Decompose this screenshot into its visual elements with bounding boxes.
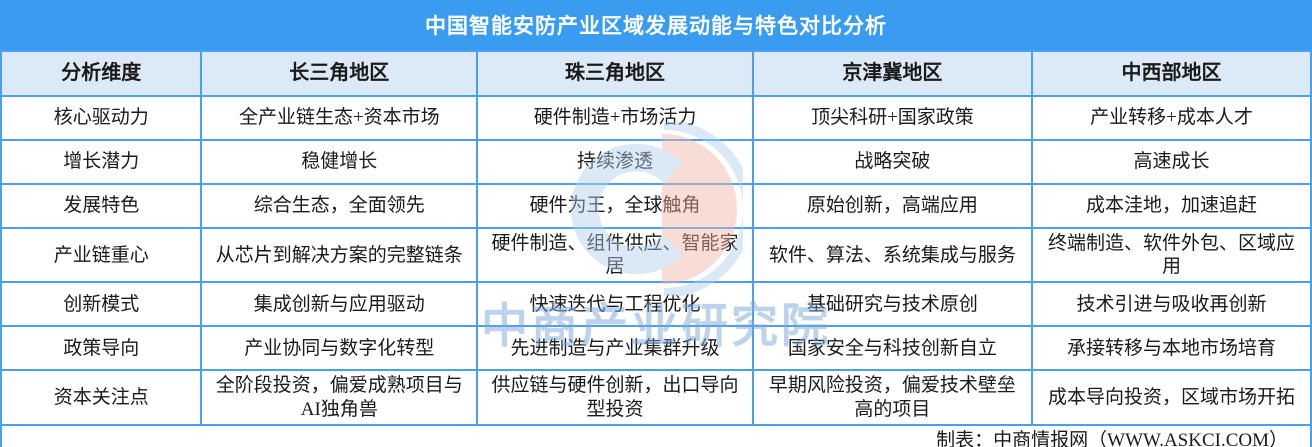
table-row: 产业链重心 从芯片到解决方案的完整链条 硬件制造、组件供应、智能家居 软件、算法… bbox=[0, 226, 1312, 284]
cell-yangtze: 产业协同与数字化转型 bbox=[200, 325, 479, 372]
cell-jingjinji: 原始创新，高端应用 bbox=[751, 183, 1033, 229]
row-dimension-label: 核心驱动力 bbox=[0, 95, 203, 141]
cell-midwest: 终端制造、软件外包、区域应用 bbox=[1030, 226, 1312, 284]
cell-yangtze: 集成创新与应用驱动 bbox=[200, 281, 479, 328]
cell-jingjinji: 国家安全与科技创新自立 bbox=[751, 325, 1033, 372]
cell-jingjinji: 战略突破 bbox=[751, 139, 1033, 185]
header-row: 分析维度 长三角地区 珠三角地区 京津冀地区 中西部地区 bbox=[0, 50, 1312, 97]
column-header-yangtze: 长三角地区 bbox=[200, 50, 479, 97]
cell-pearl: 快速迭代与工程优化 bbox=[476, 281, 754, 328]
credit-text: 制表：中商情报网（WWW.ASKCI.COM） bbox=[936, 430, 1288, 447]
cell-yangtze: 稳健增长 bbox=[200, 139, 479, 185]
row-dimension-label: 政策导向 bbox=[0, 325, 203, 372]
cell-pearl: 持续渗透 bbox=[476, 139, 754, 185]
table-body: 核心驱动力 全产业链生态+资本市场 硬件制造+市场活力 顶尖科研+国家政策 产业… bbox=[0, 95, 1312, 426]
table-row: 政策导向 产业协同与数字化转型 先进制造与产业集群升级 国家安全与科技创新自立 … bbox=[0, 325, 1312, 372]
column-header-midwest: 中西部地区 bbox=[1030, 50, 1312, 97]
cell-pearl: 硬件制造、组件供应、智能家居 bbox=[476, 226, 754, 284]
cell-midwest: 高速成长 bbox=[1030, 139, 1312, 185]
row-dimension-label: 产业链重心 bbox=[0, 226, 203, 284]
cell-jingjinji: 软件、算法、系统集成与服务 bbox=[751, 226, 1033, 284]
table-row: 核心驱动力 全产业链生态+资本市场 硬件制造+市场活力 顶尖科研+国家政策 产业… bbox=[0, 95, 1312, 141]
row-dimension-label: 资本关注点 bbox=[0, 369, 203, 426]
cell-yangtze: 全产业链生态+资本市场 bbox=[200, 95, 479, 141]
cell-midwest: 成本洼地，加速追赶 bbox=[1030, 183, 1312, 229]
cell-pearl: 硬件为王，全球触角 bbox=[476, 183, 754, 229]
cell-midwest: 成本导向投资，区域市场开拓 bbox=[1030, 369, 1312, 426]
column-header-jingjinji: 京津冀地区 bbox=[751, 50, 1033, 97]
column-header-pearl: 珠三角地区 bbox=[476, 50, 754, 97]
table-row: 增长潜力 稳健增长 持续渗透 战略突破 高速成长 bbox=[0, 139, 1312, 185]
row-dimension-label: 发展特色 bbox=[0, 183, 203, 229]
cell-yangtze: 综合生态，全面领先 bbox=[200, 183, 479, 229]
cell-midwest: 产业转移+成本人才 bbox=[1030, 95, 1312, 141]
column-header-dimension: 分析维度 bbox=[0, 50, 203, 97]
cell-jingjinji: 早期风险投资，偏爱技术壁垒高的项目 bbox=[751, 369, 1033, 426]
cell-jingjinji: 顶尖科研+国家政策 bbox=[751, 95, 1033, 141]
comparison-table: 分析维度 长三角地区 珠三角地区 京津冀地区 中西部地区 核心驱动力 全产业链生… bbox=[0, 50, 1312, 426]
cell-pearl: 硬件制造+市场活力 bbox=[476, 95, 754, 141]
cell-midwest: 技术引进与吸收再创新 bbox=[1030, 281, 1312, 328]
table-row: 发展特色 综合生态，全面领先 硬件为王，全球触角 原始创新，高端应用 成本洼地，… bbox=[0, 183, 1312, 229]
row-dimension-label: 增长潜力 bbox=[0, 139, 203, 185]
credit-footer: 制表：中商情报网（WWW.ASKCI.COM） bbox=[0, 425, 1312, 447]
cell-yangtze: 全阶段投资，偏爱成熟项目与AI独角兽 bbox=[200, 369, 479, 426]
table-row: 资本关注点 全阶段投资，偏爱成熟项目与AI独角兽 供应链与硬件创新，出口导向型投… bbox=[0, 369, 1312, 426]
table-title: 中国智能安防产业区域发展动能与特色对比分析 bbox=[0, 0, 1312, 50]
cell-jingjinji: 基础研究与技术原创 bbox=[751, 281, 1033, 328]
cell-pearl: 先进制造与产业集群升级 bbox=[476, 325, 754, 372]
cell-pearl: 供应链与硬件创新，出口导向型投资 bbox=[476, 369, 754, 426]
cell-yangtze: 从芯片到解决方案的完整链条 bbox=[200, 226, 479, 284]
table-row: 创新模式 集成创新与应用驱动 快速迭代与工程优化 基础研究与技术原创 技术引进与… bbox=[0, 281, 1312, 328]
row-dimension-label: 创新模式 bbox=[0, 281, 203, 328]
cell-midwest: 承接转移与本地市场培育 bbox=[1030, 325, 1312, 372]
